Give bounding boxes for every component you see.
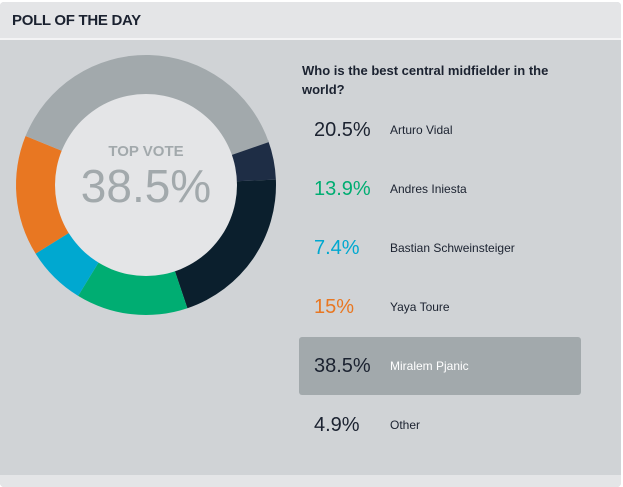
donut-segment [35,232,100,296]
poll-option[interactable]: 4.9% Other [299,396,581,454]
donut-center [55,94,237,276]
top-vote-value: 38.5% [81,160,211,212]
poll-header: POLL OF THE DAY [0,2,621,40]
option-percent: 7.4% [314,236,360,259]
poll-title: POLL OF THE DAY [12,11,141,29]
poll-option[interactable]: 13.9% Andres Iniesta [299,160,581,218]
poll-donut-chart: TOP VOTE 38.5% [15,55,276,315]
option-percent: 4.9% [314,413,360,436]
poll-question: Who is the best central midfielder in th… [302,63,549,97]
option-name: Other [390,418,421,432]
option-percent: 38.5% [314,354,371,377]
option-name: Bastian Schweinsteiger [390,241,515,255]
option-percent: 13.9% [314,177,371,200]
top-vote-label: TOP VOTE [108,143,183,160]
option-name: Arturo Vidal [390,123,453,137]
option-name: Yaya Toure [390,300,450,314]
poll-footer [0,475,621,487]
option-percent: 15% [314,295,355,318]
donut-segment [174,179,276,309]
poll-option[interactable]: 20.5% Arturo Vidal [299,101,581,159]
poll-option[interactable]: 38.5% Miralem Pjanic [299,337,581,395]
option-name: Miralem Pjanic [390,359,469,373]
option-name: Andres Iniesta [390,182,467,196]
poll-option[interactable]: 15% Yaya Toure [299,278,581,336]
option-percent: 20.5% [314,118,371,141]
poll-option[interactable]: 7.4% Bastian Schweinsteiger [299,219,581,277]
donut-segment [25,55,269,156]
donut-segment [78,261,188,315]
donut-segment [15,136,70,254]
